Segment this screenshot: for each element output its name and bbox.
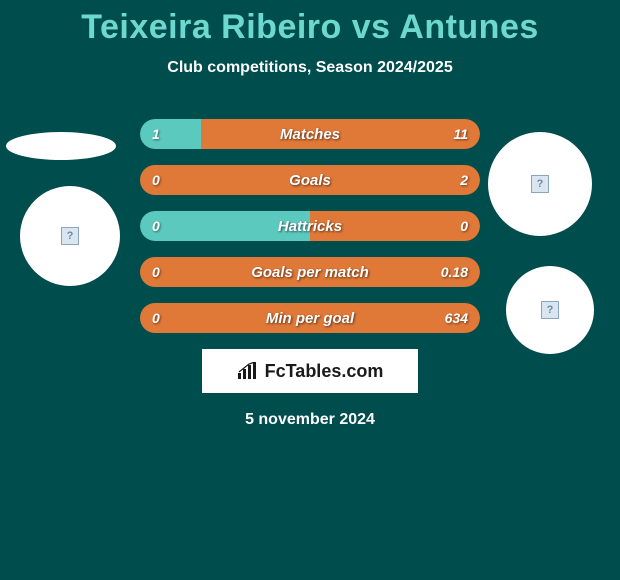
deco-ellipse <box>6 132 116 160</box>
placeholder-icon: ? <box>531 175 549 193</box>
stat-value-left: 0 <box>152 211 160 241</box>
player-left-avatar: ? <box>20 186 120 286</box>
logo-text: FcTables.com <box>265 361 384 382</box>
stat-row: Goals0 2 <box>140 165 480 195</box>
stat-row: Matches111 <box>140 119 480 149</box>
stat-label: Matches <box>140 119 480 149</box>
bar-chart-icon <box>237 362 259 380</box>
stat-value-left: 1 <box>152 119 160 149</box>
player-right-avatar-2: ? <box>506 266 594 354</box>
stat-label: Hattricks <box>140 211 480 241</box>
stat-row: Goals per match0 0.18 <box>140 257 480 287</box>
stat-value-right: 2 <box>460 165 468 195</box>
stat-value-right: 0.18 <box>441 257 468 287</box>
date-line: 5 november 2024 <box>0 411 620 429</box>
stat-row: Hattricks0 0 <box>140 211 480 241</box>
stat-row: Min per goal0 634 <box>140 303 480 333</box>
stat-label: Goals per match <box>140 257 480 287</box>
placeholder-icon: ? <box>541 301 559 319</box>
page-subtitle: Club competitions, Season 2024/2025 <box>0 59 620 77</box>
stat-value-right: 634 <box>445 303 468 333</box>
stat-label: Goals <box>140 165 480 195</box>
player-right-avatar-1: ? <box>488 132 592 236</box>
stat-label: Min per goal <box>140 303 480 333</box>
stats-container: Matches111Goals02Hattricks00Goals per ma… <box>140 119 480 333</box>
logo-box: FcTables.com <box>202 349 418 393</box>
stat-value-left: 0 <box>152 165 160 195</box>
placeholder-icon: ? <box>61 227 79 245</box>
stat-value-left: 0 <box>152 257 160 287</box>
stat-value-right: 0 <box>460 211 468 241</box>
stat-value-left: 0 <box>152 303 160 333</box>
stat-value-right: 11 <box>453 119 468 149</box>
page-title: Teixeira Ribeiro vs Antunes <box>0 8 620 47</box>
